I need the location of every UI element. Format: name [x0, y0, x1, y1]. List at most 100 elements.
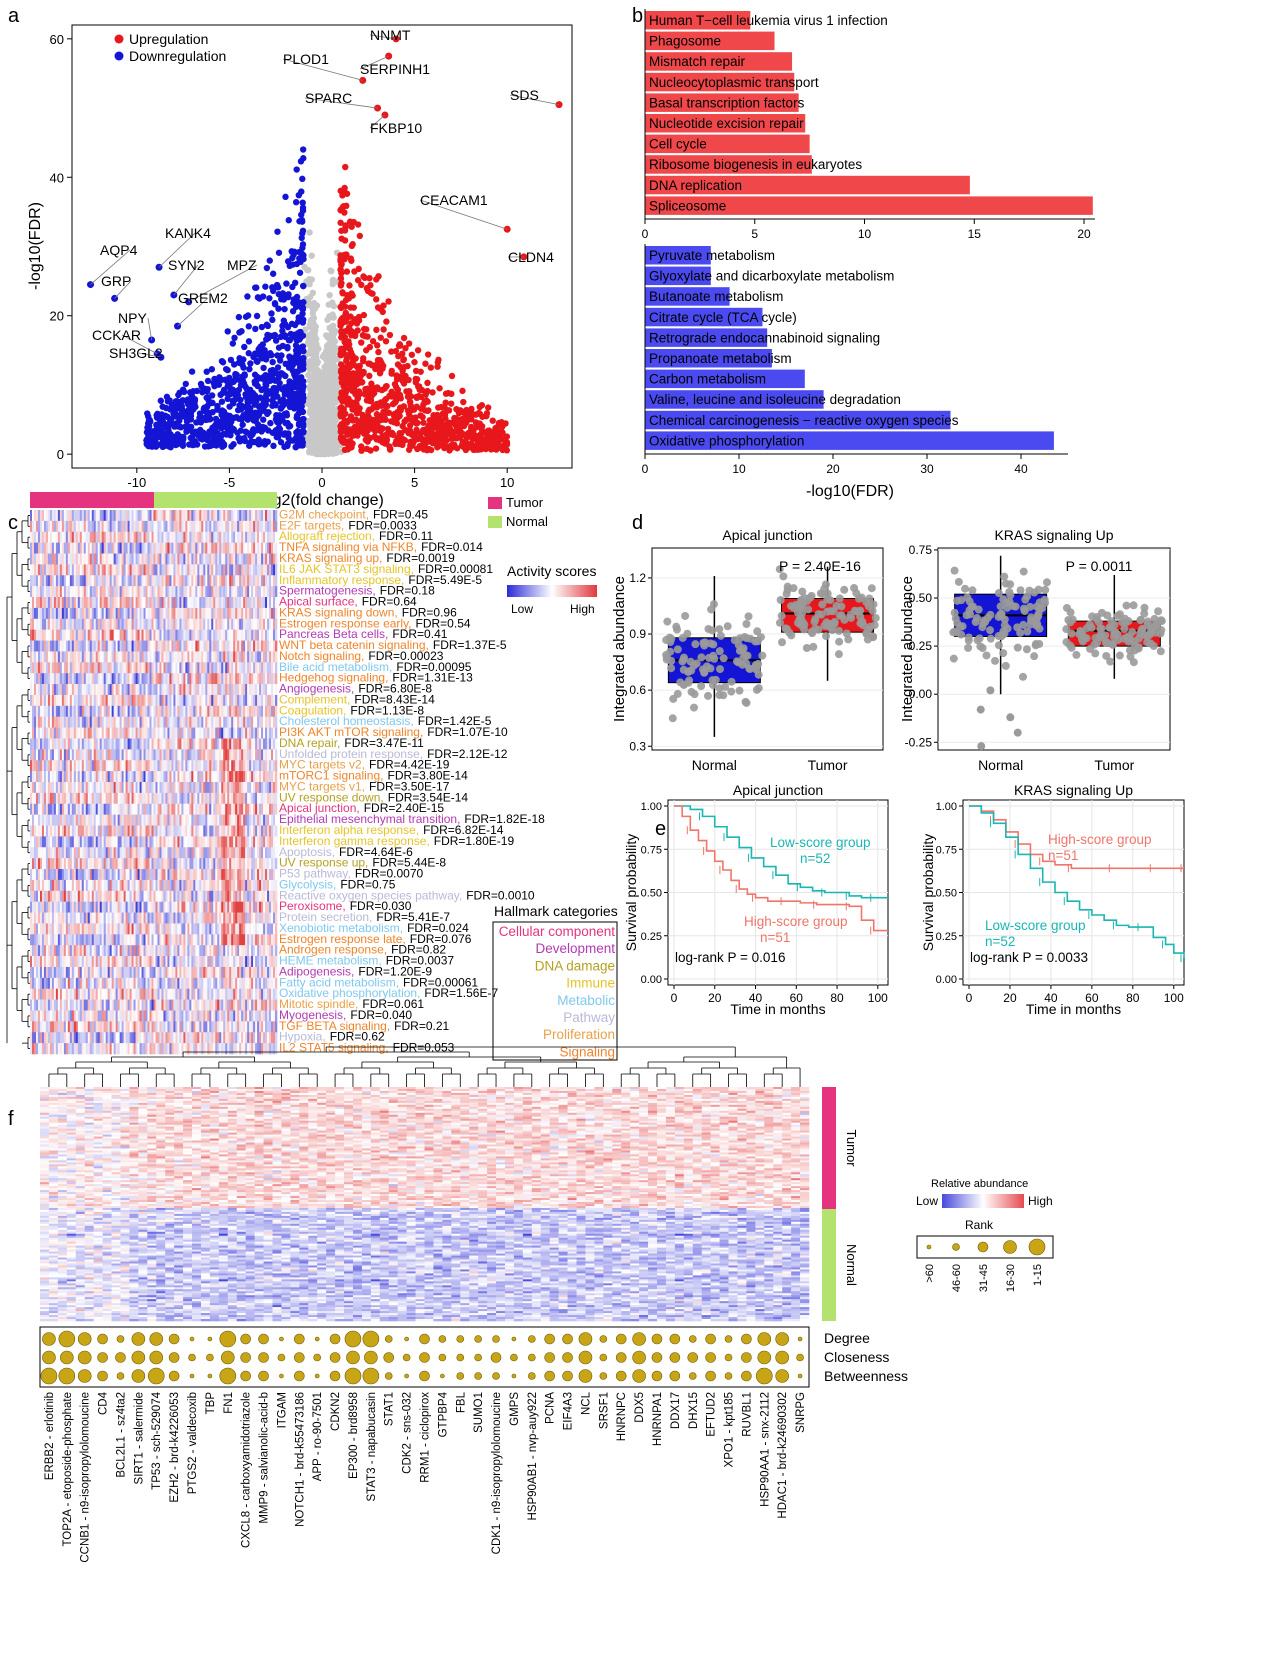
panel-letter-c: c [8, 512, 18, 534]
down-point [259, 324, 265, 330]
down-point [241, 435, 247, 441]
up-point [387, 332, 393, 338]
down-point [295, 345, 301, 351]
ns-point [312, 449, 318, 455]
down-point [242, 372, 248, 378]
down-point [189, 401, 195, 407]
down-point [276, 250, 282, 256]
down-point [179, 403, 185, 409]
down-point [245, 312, 251, 318]
down-point [284, 344, 290, 350]
down-point [271, 377, 277, 383]
down-point [293, 199, 299, 205]
down-point [164, 394, 170, 400]
down-point [262, 283, 268, 289]
down-point [269, 371, 275, 377]
down-point [247, 405, 253, 411]
down-point [299, 235, 305, 241]
down-point [265, 391, 271, 397]
down-point [212, 426, 218, 432]
down-point [199, 389, 205, 395]
down-point [162, 441, 168, 447]
ns-point [331, 303, 337, 309]
ns-point [309, 316, 315, 322]
ns-point [330, 415, 336, 421]
down-point [225, 328, 231, 334]
down-point [244, 398, 250, 404]
down-point [291, 405, 297, 411]
down-point [273, 427, 279, 433]
down-point [300, 416, 306, 422]
down-point [158, 398, 164, 404]
down-point [263, 401, 269, 407]
ns-point [327, 361, 333, 367]
down-point [260, 365, 266, 371]
ns-point [330, 374, 336, 380]
ns-point [326, 292, 332, 298]
down-point [188, 416, 194, 422]
down-point [255, 412, 261, 418]
down-point [300, 423, 306, 429]
ns-point [313, 341, 319, 347]
down-point [194, 388, 200, 394]
down-point [228, 418, 234, 424]
down-point [151, 437, 157, 443]
down-point [230, 427, 236, 433]
down-point [268, 310, 274, 316]
down-point [163, 405, 169, 411]
down-point [296, 218, 302, 224]
down-point [198, 383, 204, 389]
down-point [274, 282, 280, 288]
ns-point [313, 439, 319, 445]
down-point [188, 435, 194, 441]
down-point [300, 439, 306, 445]
ns-point [330, 281, 336, 287]
down-point [267, 257, 273, 263]
down-point [246, 338, 252, 344]
down-point [244, 293, 250, 299]
down-point [285, 441, 291, 447]
down-point [246, 323, 252, 329]
down-point [238, 416, 244, 422]
down-point [145, 429, 151, 435]
ns-point [305, 267, 311, 273]
down-point [252, 392, 258, 398]
down-point [274, 228, 280, 234]
down-point [254, 313, 260, 319]
down-point [261, 350, 267, 356]
ns-point [330, 323, 336, 329]
down-point [294, 261, 300, 267]
down-point [299, 176, 305, 182]
down-point [282, 334, 288, 340]
ns-point [320, 418, 326, 424]
down-point [279, 416, 285, 422]
down-point [230, 387, 236, 393]
down-point [223, 431, 229, 437]
down-point [228, 443, 234, 449]
down-point [246, 366, 252, 372]
down-point [159, 429, 165, 435]
down-point [282, 194, 288, 200]
down-point [300, 146, 306, 152]
up-point [411, 359, 417, 365]
down-point [281, 292, 287, 298]
down-point [181, 389, 187, 395]
down-point [157, 412, 163, 418]
down-point [153, 429, 159, 435]
ns-point [326, 313, 332, 319]
down-point [221, 387, 227, 393]
down-point [297, 364, 303, 370]
down-point [269, 317, 275, 323]
up-point [459, 388, 465, 394]
down-point [173, 398, 179, 404]
down-point [298, 212, 304, 218]
down-point [220, 359, 226, 365]
ns-point [313, 323, 319, 329]
down-point [290, 251, 296, 257]
down-point [236, 355, 242, 361]
down-point [230, 400, 236, 406]
ns-point [306, 449, 312, 455]
panel-letter-e: e [655, 818, 666, 840]
ns-point [330, 400, 336, 406]
panel-letter-d: d [632, 512, 643, 534]
